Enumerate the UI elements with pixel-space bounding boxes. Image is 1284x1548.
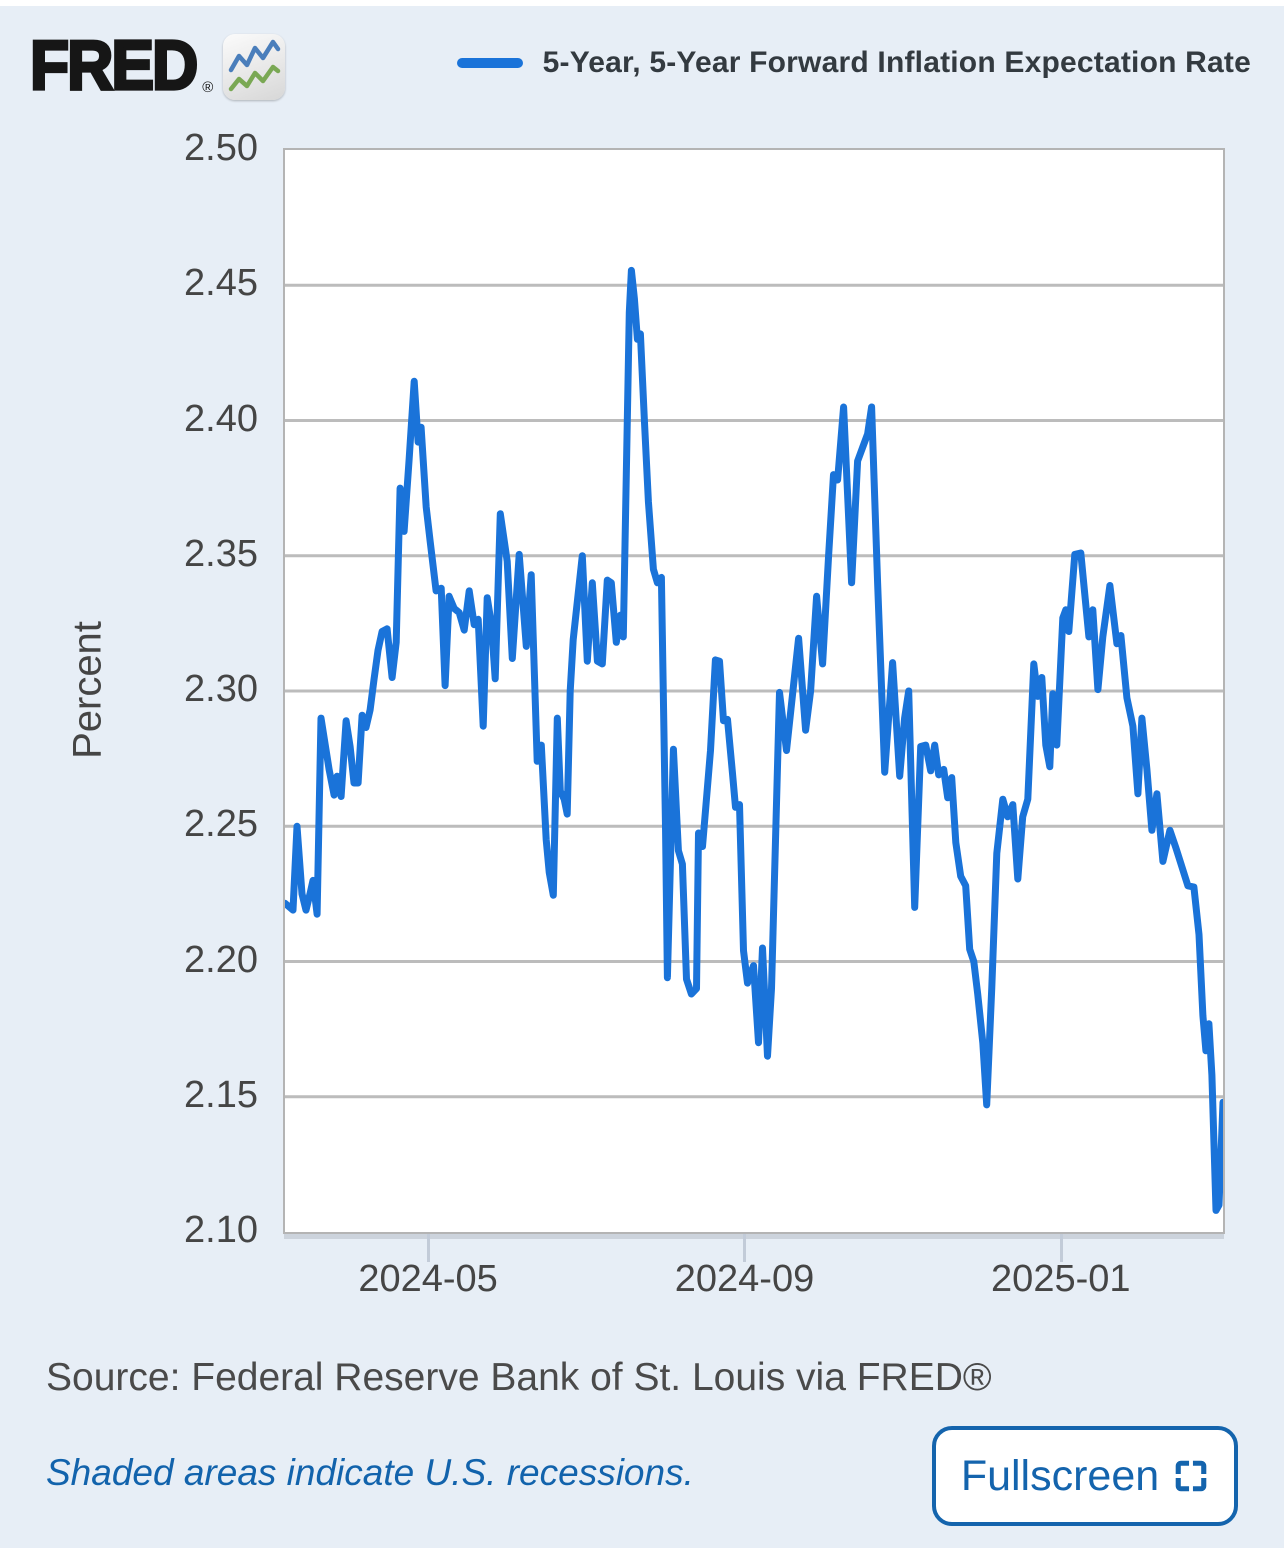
y-axis-tick-label: 2.25 [184,803,258,846]
y-axis-tick-label: 2.20 [184,938,258,981]
fred-chart-icon [223,34,286,100]
fred-logo-text: FRED [28,26,199,105]
y-axis-tick-label: 2.40 [184,397,258,440]
y-axis-tick-label: 2.10 [184,1209,258,1251]
chart-legend: 5-Year, 5-Year Forward Inflation Expecta… [456,46,1251,80]
top-strip [0,0,1284,6]
x-axis-tick-mark [427,1234,431,1262]
y-axis-tick-label: 2.45 [184,262,258,305]
legend-series-label: 5-Year, 5-Year Forward Inflation Expecta… [542,46,1251,79]
fullscreen-icon [1175,1460,1207,1492]
y-axis-tick-label: 2.30 [184,668,258,710]
y-axis-tick-label: 2.35 [184,532,258,575]
x-axis-tick-mark [743,1234,747,1262]
y-axis-tick-label: 2.50 [184,127,258,169]
legend-line-swatch [456,58,523,68]
fullscreen-button[interactable]: Fullscreen [932,1426,1238,1526]
source-text: Source: Federal Reserve Bank of St. Loui… [46,1356,992,1399]
plot-area[interactable] [283,148,1225,1234]
fred-logo[interactable]: FRED ® [28,26,286,105]
fred-logo-registered-mark: ® [202,79,214,96]
recession-note: Shaded areas indicate U.S. recessions. [46,1452,694,1493]
x-axis-tick-label: 2024-05 [358,1258,498,1300]
series-line [285,266,1223,1214]
x-axis-tick-label: 2025-01 [991,1258,1131,1300]
x-axis-tick-mark [1059,1234,1063,1262]
y-axis-tick-label: 2.15 [184,1073,258,1116]
fullscreen-button-label: Fullscreen [960,1451,1160,1500]
x-axis-tick-label: 2024-09 [674,1258,815,1300]
